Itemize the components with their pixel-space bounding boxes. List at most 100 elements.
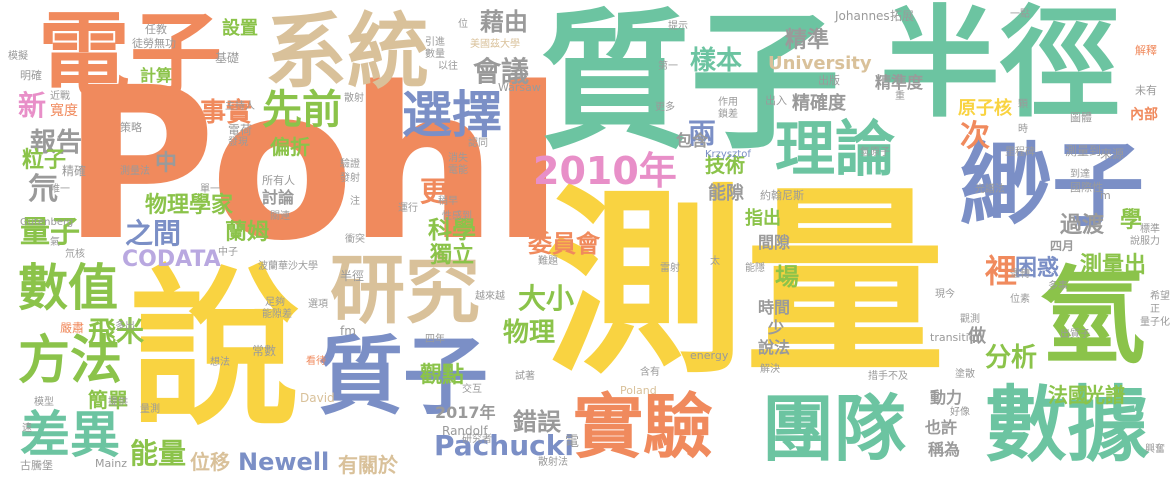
word-verify: 驗證 (340, 159, 360, 170)
word-seem: 好像 (950, 407, 970, 418)
word-heavy: 重 (895, 91, 905, 102)
word-university: University (768, 53, 872, 74)
word-a-bit: 一點 (1010, 9, 1030, 20)
word-nucleus: 原子核 (958, 98, 1012, 119)
word-calc: 計算 (140, 66, 173, 85)
word-discrepancy: 出入 (765, 94, 787, 107)
word-scatter-method: 散射法 (538, 457, 568, 468)
word-size: 大小 (518, 282, 575, 315)
word-electric: 電 (565, 434, 579, 450)
word-gutenberg: Gutenberg (20, 217, 74, 228)
word-measured: 測量出 (1080, 253, 1147, 278)
word-model: 模型 (34, 397, 54, 408)
word-melee: 近戰 (50, 91, 70, 102)
word-internal: 內部 (1130, 107, 1158, 123)
word-energy-en: energy (690, 349, 729, 362)
word-fact: 事實 (200, 98, 253, 128)
word-precise-2: 精確 (62, 164, 87, 178)
word-reach: 到達 (1070, 169, 1090, 180)
word-committee: 委員會 (528, 230, 600, 258)
word-options: 選項 (308, 299, 328, 310)
word-deuterium: 氘 (28, 172, 58, 207)
word-isotope: 位素 (1010, 294, 1030, 305)
word-mainz: Mainz (95, 457, 128, 470)
word-constant: 常數 (252, 344, 277, 358)
word-deuteron: 氘核 (65, 249, 85, 260)
word-m: m (1100, 189, 1111, 202)
word-measure: 測量 (545, 168, 946, 401)
word-conflict: 衝突 (345, 234, 365, 245)
word-physicist: 物理學家 (145, 193, 234, 218)
word-accuracy: 精確度 (792, 93, 846, 114)
word-point-out: 指出 (745, 208, 781, 229)
word-lock-diff: 鎖差 (718, 109, 738, 120)
word-unprepared: 措手不及 (868, 371, 908, 382)
word-choose: 選擇 (402, 86, 502, 144)
word-david: David (300, 391, 335, 405)
word-method: 方法 (18, 331, 123, 391)
word-in-vain: 徒勞無功 (132, 37, 176, 50)
word-pachucki: Pachucki (434, 429, 574, 462)
word-expand: 拓展 (890, 9, 915, 23)
word-france: 法國 (1048, 383, 1088, 407)
word-quantize: 量子化 (1140, 317, 1170, 328)
word-new: 新 (18, 89, 47, 122)
word-measure-method: 測量法 (120, 166, 150, 177)
word-out-proton: 出質子 (1060, 329, 1090, 340)
word-simple: 簡單 (88, 388, 128, 412)
word-scatter-2: 塗散 (955, 369, 975, 380)
word-middle: 中 (155, 151, 178, 176)
word-more-2: 更多 (655, 102, 675, 113)
word-convincing: 說服力 (1130, 236, 1160, 247)
word-more: 更 (420, 175, 449, 208)
word-energy: 能量 (130, 437, 187, 470)
word-2017: 2017年 (435, 403, 496, 422)
word-between: 之間 (125, 217, 182, 250)
word-eventful: 多事 (1048, 281, 1068, 292)
word-viewpoint: 觀點 (420, 363, 465, 388)
word-first: 第一 (658, 61, 678, 72)
word-when: 時 (1018, 124, 1028, 135)
word-observe: 觀測 (960, 314, 980, 325)
word-system: 系統 (265, 5, 430, 100)
word-relation: 關連 (270, 211, 290, 222)
word-never: 未有 (1135, 84, 1157, 97)
word-error: 錯誤 (513, 408, 561, 436)
word-proton-2: 質子 (318, 328, 489, 427)
word-energy-gap: 能隙 (708, 183, 744, 204)
word-explain: 解釋 (1135, 44, 1157, 57)
word-teach: 任教 (145, 23, 167, 36)
word-difference: 差異 (20, 406, 120, 464)
word-serious: 嚴肅 (60, 321, 85, 335)
word-about: 有關於 (338, 453, 398, 477)
word-scatter: 散射 (344, 93, 364, 104)
word-precise: 精準 (785, 28, 830, 53)
word-called: 稱為 (928, 440, 961, 459)
word-science: 科學 (428, 216, 476, 244)
word-provide: 提供 (108, 397, 128, 408)
word-particle: 粒子 (22, 148, 67, 173)
word-report: 報告 (30, 128, 83, 158)
word-far: 遠 (22, 423, 32, 434)
word-proton: 質子 (540, 0, 841, 170)
word-analysis: 分析 (985, 343, 1038, 373)
word-hint: 提示 (668, 21, 688, 32)
word-technique: 技術 (705, 153, 745, 177)
word-meeting: 會議 (473, 55, 530, 88)
word-host: 主持人 (225, 101, 255, 112)
word-h-atom: 氫原子 (860, 147, 890, 158)
word-unique: 唯一 (50, 184, 70, 195)
word-radius-small: 半徑 (340, 269, 365, 283)
word-emit: 發射 (340, 173, 360, 184)
word-width: 寬度 (50, 103, 78, 119)
word-2010: 2010年 (533, 149, 677, 193)
word-randolf: Randolf (442, 424, 488, 438)
word-krzysztof: Krzysztof (705, 149, 751, 160)
word-independent: 獨立 (430, 243, 475, 268)
word-shift: 位移 (190, 450, 230, 474)
word-quantum: 量子 (20, 215, 80, 250)
word-energy-hidden: 能隱 (745, 263, 765, 274)
word-researcher: 研究者 (462, 434, 492, 445)
word-run: 運行 (398, 203, 418, 214)
word-vanish: 消失 (448, 153, 468, 164)
